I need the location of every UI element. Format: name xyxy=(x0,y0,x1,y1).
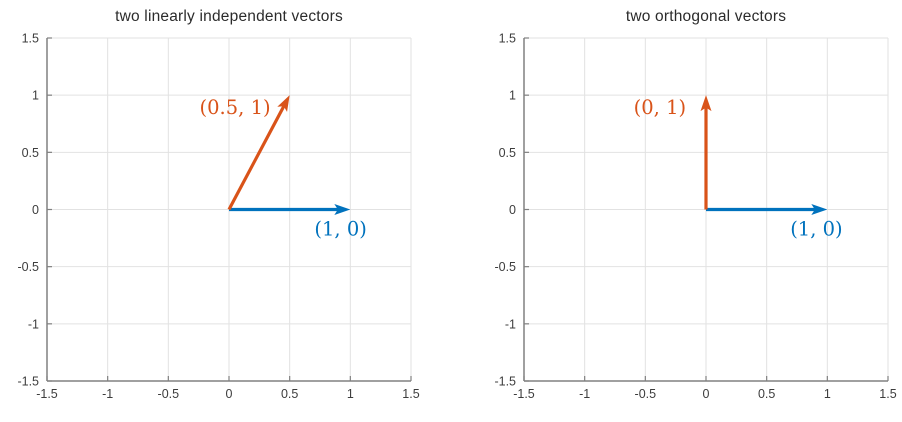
axes: -1.5 -1 -0.5 0 0.5 1 1.5 -1.5 -1 -0.5 0 0.5 1 1.5 (1, … xyxy=(494,32,896,402)
x-tick-label: 1 xyxy=(347,387,354,401)
vector-arrowhead xyxy=(811,204,828,215)
y-tick-label: 1.5 xyxy=(22,32,39,46)
y-tick-label: -1 xyxy=(505,317,516,331)
x-tick-label: -0.5 xyxy=(635,387,657,401)
y-tick-label: -0.5 xyxy=(17,260,39,274)
y-tick-label: -1.5 xyxy=(494,375,516,389)
x-tick-label: -0.5 xyxy=(158,387,180,401)
y-tick-label: -1.5 xyxy=(17,375,39,389)
vector-label: (0, 1) xyxy=(634,96,686,119)
x-tick-label: 0 xyxy=(703,387,710,401)
x-tick-label: 0 xyxy=(226,387,233,401)
x-tick-label: -1.5 xyxy=(36,387,58,401)
vector-arrowhead xyxy=(700,95,712,112)
plot-title-right: two orthogonal vectors xyxy=(625,8,787,25)
y-tick-label: 1.5 xyxy=(499,32,516,46)
vector-arrowhead xyxy=(277,95,290,112)
x-tick-label: -1 xyxy=(102,387,113,401)
y-tick-label: -0.5 xyxy=(494,260,516,274)
x-tick-label: -1.5 xyxy=(513,387,535,401)
x-tick-label: 0.5 xyxy=(281,387,298,401)
vector-arrowhead xyxy=(334,204,351,215)
x-tick-label: 1.5 xyxy=(879,387,896,401)
y-tick-label: 0 xyxy=(32,203,39,217)
x-tick-label: 0.5 xyxy=(758,387,775,401)
x-tick-label: 1 xyxy=(824,387,831,401)
x-tick-label: -1 xyxy=(579,387,590,401)
y-tick-label: -1 xyxy=(28,317,39,331)
y-tick-label: 0 xyxy=(509,203,516,217)
plot-title-left: two linearly independent vectors xyxy=(115,8,343,25)
y-tick-label: 0.5 xyxy=(22,146,39,160)
y-tick-label: 0.5 xyxy=(499,146,516,160)
vector-label: (1, 0) xyxy=(314,217,366,240)
y-tick-label: 1 xyxy=(509,89,516,103)
vector-line xyxy=(227,102,287,211)
axes: -1.5 -1 -0.5 0 0.5 1 1.5 -1.5 -1 -0.5 0 0.5 1 1.5 (1, … xyxy=(17,32,419,402)
vector-label: (0.5, 1) xyxy=(200,96,271,119)
vector-label: (1, 0) xyxy=(790,217,842,240)
x-tick-label: 1.5 xyxy=(402,387,419,401)
y-tick-label: 1 xyxy=(32,89,39,103)
